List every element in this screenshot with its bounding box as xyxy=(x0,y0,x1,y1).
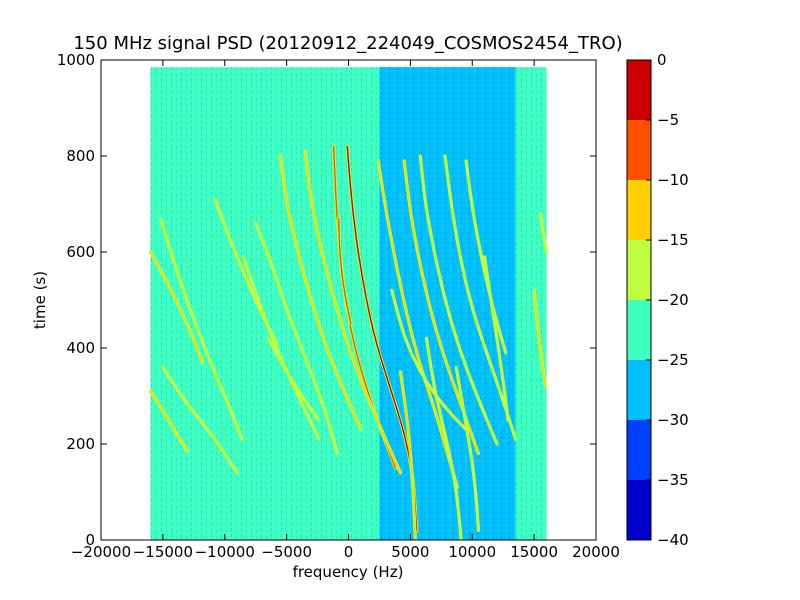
signal-trace-core xyxy=(242,256,320,440)
heatmap-image xyxy=(150,67,547,540)
signal-trace-core xyxy=(162,366,238,474)
signal-trace-core xyxy=(149,390,189,452)
x-tick-label: −20000 xyxy=(71,543,131,561)
colorbar-level xyxy=(627,240,651,300)
signal-trace-core xyxy=(403,160,480,455)
x-tick-label: 20000 xyxy=(572,543,620,561)
colorbar-tick-label: −40 xyxy=(657,531,689,549)
y-axis: 0 200 400 600 800 1000 xyxy=(57,51,596,549)
signal-trace-14 xyxy=(376,159,459,489)
x-tick-label: 10000 xyxy=(448,543,496,561)
y-tick-label: 800 xyxy=(66,147,95,165)
colorbar-level xyxy=(627,420,651,480)
signal-trace-core xyxy=(425,337,462,540)
colorbar-level xyxy=(627,60,651,120)
signal-trace-15 xyxy=(402,159,480,456)
chart-title: 150 MHz signal PSD (20120912_224049_COSM… xyxy=(73,33,622,54)
signal-trace-23 xyxy=(483,255,510,422)
colorbar-tick-label: −35 xyxy=(657,471,689,489)
signal-trace-core xyxy=(399,371,416,540)
x-axis-label: frequency (Hz) xyxy=(293,563,404,581)
x-tick-label: −10000 xyxy=(195,543,255,561)
signal-trace-5 xyxy=(148,389,190,453)
colorbar-tick-label: −25 xyxy=(657,351,689,369)
x-axis: −20000 −15000 −10000 −5000 0 5000 10000 15000 20… xyxy=(71,60,620,561)
signal-trace-core xyxy=(279,155,362,431)
signal-trace-9 xyxy=(278,154,363,432)
signal-trace-core xyxy=(533,289,546,388)
signal-trace-core xyxy=(483,256,509,421)
colorbar-level xyxy=(627,300,651,360)
signal-trace-7 xyxy=(161,365,239,475)
x-tick-label: 15000 xyxy=(510,543,558,561)
signal-trace-6 xyxy=(158,216,244,441)
signal-trace-core xyxy=(455,366,480,532)
signal-trace-22 xyxy=(454,365,480,532)
signal-trace-core xyxy=(539,212,548,253)
colorbar-tick-label: −30 xyxy=(657,411,689,429)
signal-trace-21 xyxy=(424,336,463,540)
signal-trace-10 xyxy=(303,149,403,475)
signal-trace-core xyxy=(267,337,320,421)
signal-trace-8 xyxy=(254,221,339,456)
signal-trace-core xyxy=(255,222,339,455)
y-axis-label: time (s) xyxy=(31,271,49,329)
colorbar-level xyxy=(627,480,651,540)
signal-traces xyxy=(148,144,549,540)
y-tick-label: 400 xyxy=(66,339,95,357)
colorbar-level xyxy=(627,360,651,420)
y-tick-label: 200 xyxy=(66,435,95,453)
signal-trace-19 xyxy=(390,288,468,432)
colorbar: 0 −5 −10 −15 −20 −25 −30 −35 −40 xyxy=(626,51,689,549)
signal-trace-16 xyxy=(418,154,499,446)
y-tick-label: 1000 xyxy=(57,51,95,69)
colorbar-tick-label: −15 xyxy=(657,231,689,249)
colorbar-tick-label: −20 xyxy=(657,291,689,309)
colorbar-level xyxy=(627,180,651,240)
colorbar-tick-label: −10 xyxy=(657,171,689,189)
signal-trace-core xyxy=(337,217,352,325)
signal-trace-3 xyxy=(337,216,353,326)
signal-trace-4 xyxy=(148,250,205,364)
x-tick-label: 5000 xyxy=(391,543,429,561)
x-tick-label: −5000 xyxy=(261,543,312,561)
plot-area xyxy=(148,67,549,540)
colorbar-tick-label: −5 xyxy=(657,111,679,129)
colorbar-level xyxy=(627,120,651,180)
signal-trace-13 xyxy=(266,336,321,422)
signal-trace-12 xyxy=(241,255,321,441)
signal-trace-core xyxy=(159,217,243,440)
signal-trace-core xyxy=(214,198,278,344)
signal-trace-17 xyxy=(443,154,518,441)
x-tick-label: 0 xyxy=(344,543,354,561)
signal-trace-25 xyxy=(538,212,549,254)
colorbar-tick-label: 0 xyxy=(657,51,667,69)
x-tick-label: −15000 xyxy=(133,543,193,561)
y-tick-label: 600 xyxy=(66,243,95,261)
signal-trace-24 xyxy=(532,288,547,388)
signal-trace-core xyxy=(391,289,467,431)
signal-trace-core xyxy=(149,251,204,364)
signal-trace-20 xyxy=(398,370,417,540)
signal-trace-11 xyxy=(213,197,279,345)
y-tick-label: 0 xyxy=(85,531,95,549)
signal-trace-core xyxy=(304,150,402,474)
signal-trace-core xyxy=(377,160,459,488)
signal-trace-core xyxy=(419,155,498,445)
signal-trace-core xyxy=(444,155,517,440)
